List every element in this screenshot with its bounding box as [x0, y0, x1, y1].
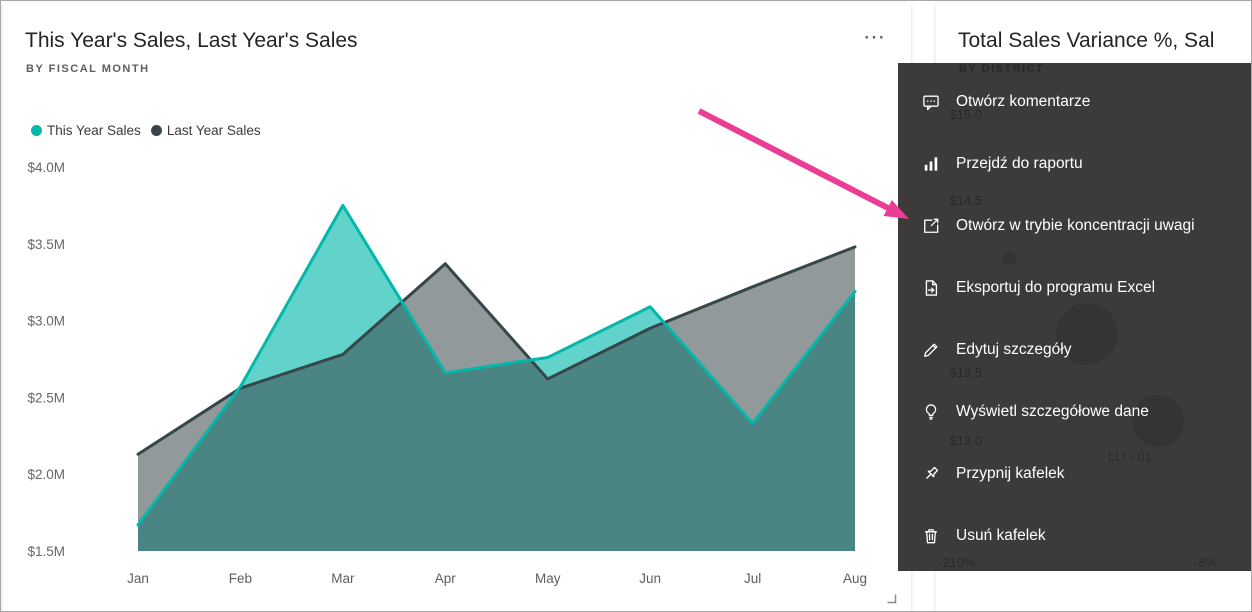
menu-item-trash[interactable]: Usuń kafelek [898, 505, 1251, 567]
menu-item-label: Usuń kafelek [956, 527, 1046, 544]
legend-label: Last Year Sales [166, 123, 261, 138]
menu-item-export-excel[interactable]: Eksportuj do programu Excel [898, 257, 1251, 319]
menu-item-label: Wyświetl szczegółowe dane [956, 403, 1149, 420]
menu-item-label: Przypnij kafelek [956, 465, 1065, 482]
tile-context-menu: Otwórz komentarze Przejdź do raportu Otwór… [898, 63, 1251, 571]
legend-swatch-icon [150, 125, 162, 136]
svg-text:$3.0M: $3.0M [27, 314, 65, 329]
tile-resize-handle[interactable] [885, 591, 897, 604]
menu-item-label: Przejdź do raportu [956, 155, 1083, 172]
insights-icon [920, 401, 942, 423]
comment-icon [920, 91, 942, 113]
pin-icon [920, 463, 942, 485]
tile-title: This Year's Sales, Last Year's Sales [25, 29, 358, 52]
tile-more-options-button[interactable]: ⋯ [863, 24, 885, 49]
menu-item-label: Eksportuj do programu Excel [956, 279, 1156, 296]
menu-item-label: Edytuj szczegóły [956, 341, 1072, 358]
svg-text:$1.5M: $1.5M [27, 544, 65, 559]
menu-item-label: Otwórz w trybie koncentracji uwagi [956, 217, 1195, 234]
sales-chart-tile: This Year's Sales, Last Year's Sales BY … [3, 3, 911, 611]
menu-item-pencil[interactable]: Edytuj szczegóły [898, 319, 1251, 381]
legend-label: This Year Sales [47, 123, 141, 138]
focus-mode-icon [920, 215, 942, 237]
svg-text:$2.5M: $2.5M [27, 390, 65, 405]
tile-subtitle: BY FISCAL MONTH [26, 63, 150, 75]
chart-legend: This Year Sales Last Year Sales [31, 123, 261, 138]
svg-text:$2.0M: $2.0M [27, 467, 65, 482]
svg-text:Apr: Apr [435, 571, 457, 586]
menu-item-label: Otwórz komentarze [956, 93, 1091, 110]
svg-text:Aug: Aug [843, 571, 867, 586]
sales-area-chart: $1.5M $2.0M $2.5M $3.0M $3.5M $4.0M Jan Feb Mar A… [27, 160, 867, 586]
menu-item-comment[interactable]: Otwórz komentarze [898, 71, 1251, 133]
legend-swatch-icon [31, 125, 42, 136]
legend-item[interactable]: This Year Sales [31, 123, 141, 138]
svg-text:Jan: Jan [127, 571, 149, 586]
legend-item[interactable]: Last Year Sales [150, 123, 261, 138]
resize-corner-icon [887, 594, 897, 604]
svg-text:Jul: Jul [744, 571, 761, 586]
pencil-icon [920, 339, 942, 361]
menu-item-report[interactable]: Przejdź do raportu [898, 133, 1251, 195]
menu-item-focus-mode[interactable]: Otwórz w trybie koncentracji uwagi [898, 195, 1251, 257]
svg-text:$4.0M: $4.0M [27, 160, 65, 175]
svg-text:May: May [535, 571, 561, 586]
menu-item-insights[interactable]: Wyświetl szczegółowe dane [898, 381, 1251, 443]
svg-text:Feb: Feb [229, 571, 252, 586]
svg-text:$3.5M: $3.5M [27, 237, 65, 252]
svg-text:Mar: Mar [331, 571, 355, 586]
trash-icon [920, 525, 942, 547]
menu-item-pin[interactable]: Przypnij kafelek [898, 443, 1251, 505]
report-icon [920, 153, 942, 175]
tile-title: Total Sales Variance %, Sal [958, 29, 1215, 52]
export-excel-icon [920, 277, 942, 299]
svg-text:Jun: Jun [639, 571, 661, 586]
